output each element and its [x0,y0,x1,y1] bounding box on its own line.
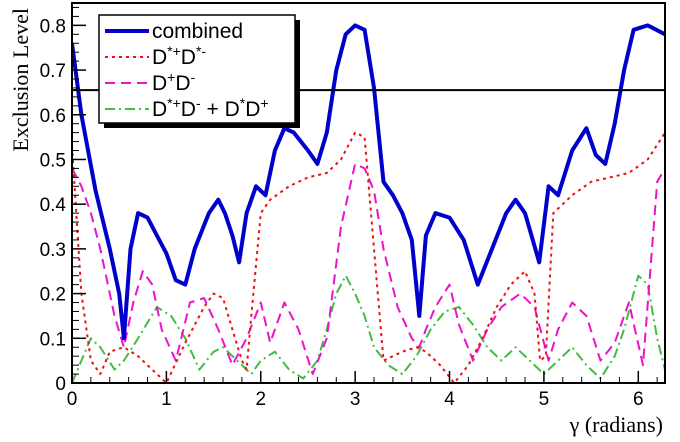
axes-layer: 0 1 2 3 4 5 6 0 0.1 0.2 0.3 0.4 0.5 0.6 0.7 0.8 [40,6,658,410]
y-tick-label: 0.5 [40,150,66,171]
x-tick-label: 4 [444,389,455,410]
x-tick-label: 5 [539,389,550,410]
legend-label-0: combined [152,20,243,43]
series-line-2 [72,162,665,376]
y-tick-label: 0.8 [40,16,66,37]
y-tick-label: 0.3 [40,240,66,261]
x-tick-label: 3 [350,389,361,410]
series-line-1 [72,131,665,383]
x-axis-title: γ (radians) [569,412,663,437]
plot-frame [71,2,666,384]
y-tick-label: 0.4 [40,195,67,216]
y-tick-label: 0.1 [40,329,66,350]
series-layer [72,23,665,383]
series-line-0 [72,23,665,341]
x-tick-label: 0 [67,389,78,410]
y-axis-title: Exclusion Level [8,8,33,152]
x-tick-label: 1 [161,389,172,410]
x-tick-label: 6 [633,389,644,410]
x-tick-label: 2 [255,389,266,410]
y-tick-label: 0.2 [40,285,66,306]
y-tick-label: 0.7 [40,61,66,82]
y-tick-label: 0 [55,374,66,395]
y-tick-label: 0.6 [40,106,66,127]
